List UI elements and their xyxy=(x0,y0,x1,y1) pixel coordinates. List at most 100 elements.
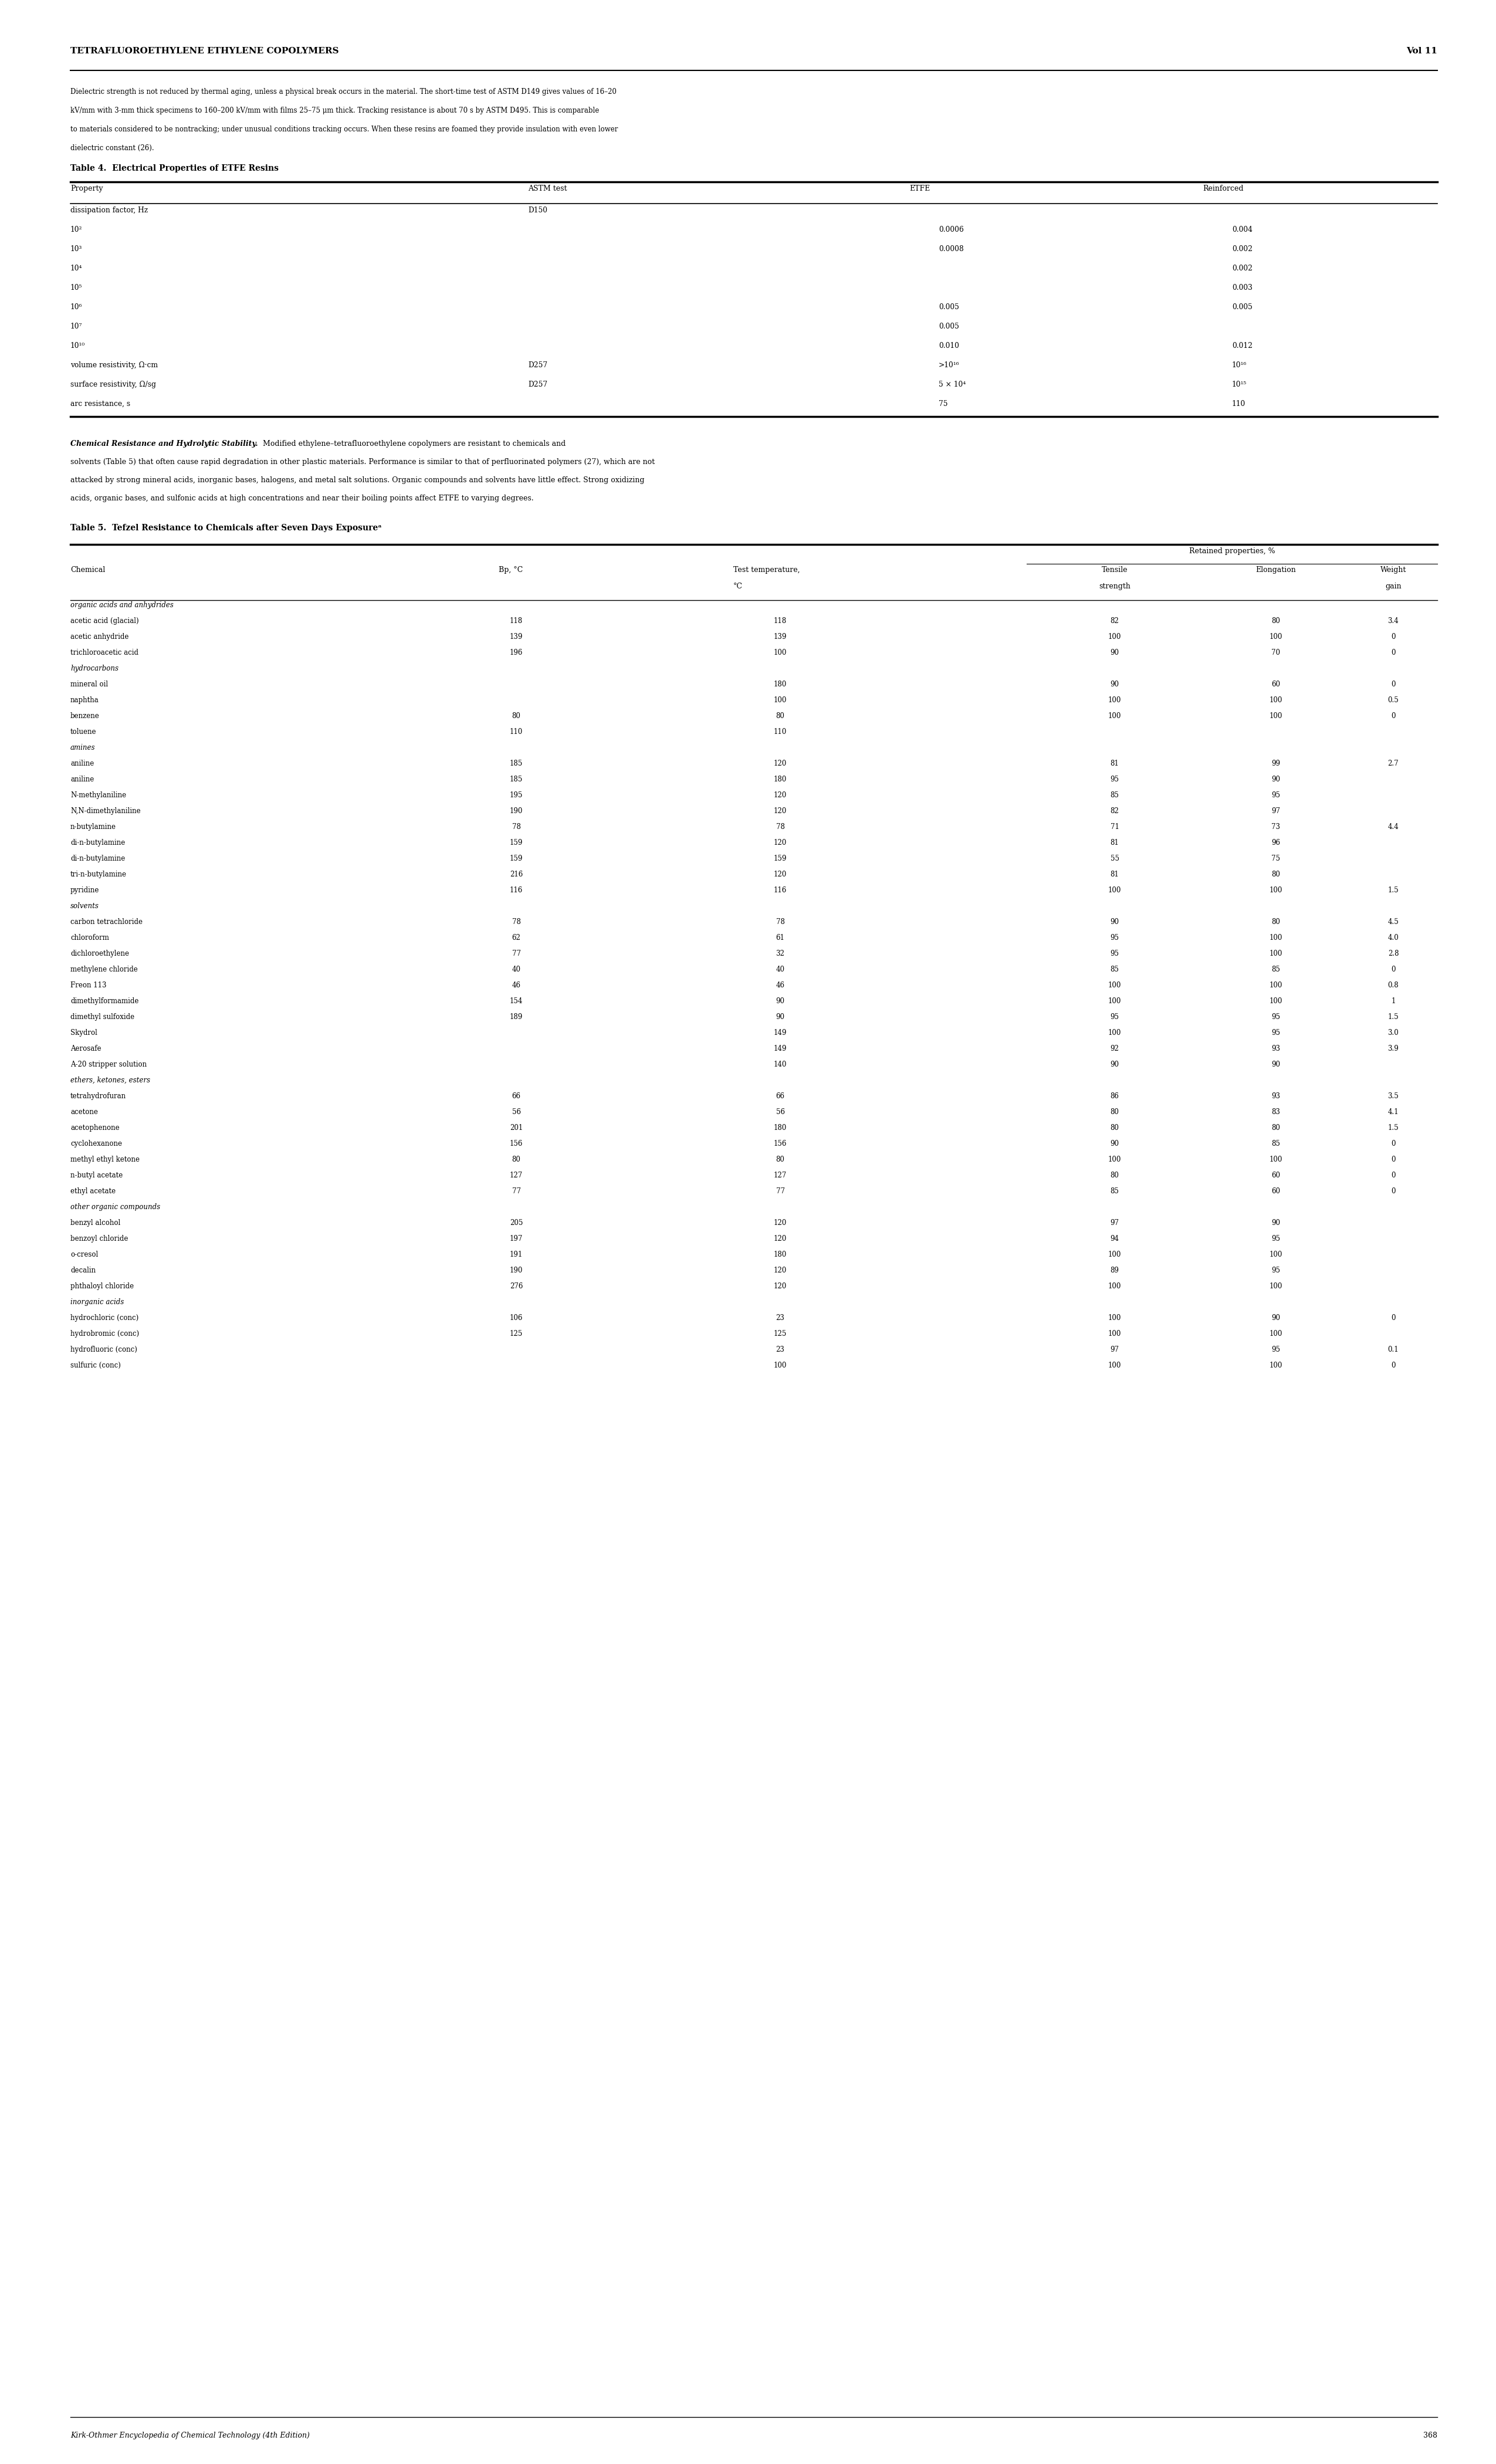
Text: benzyl alcohol: benzyl alcohol xyxy=(70,1220,120,1227)
Text: Retained properties, %: Retained properties, % xyxy=(1189,547,1275,554)
Text: 149: 149 xyxy=(773,1045,787,1052)
Text: o-cresol: o-cresol xyxy=(70,1252,99,1259)
Text: dielectric constant (26).: dielectric constant (26). xyxy=(70,145,154,153)
Text: trichloroacetic acid: trichloroacetic acid xyxy=(70,648,139,655)
Text: 78: 78 xyxy=(512,919,521,926)
Text: 77: 77 xyxy=(512,1188,521,1195)
Text: 75: 75 xyxy=(938,399,948,407)
Text: dimethylformamide: dimethylformamide xyxy=(70,998,139,1005)
Text: 90: 90 xyxy=(1110,919,1119,926)
Text: decalin: decalin xyxy=(70,1266,96,1274)
Text: chloroform: chloroform xyxy=(70,934,109,941)
Text: 0: 0 xyxy=(1391,1188,1396,1195)
Text: 197: 197 xyxy=(510,1234,522,1242)
Text: cyclohexanone: cyclohexanone xyxy=(70,1141,123,1148)
Text: 110: 110 xyxy=(773,727,787,737)
Text: inorganic acids: inorganic acids xyxy=(70,1299,124,1306)
Text: Test temperature,: Test temperature, xyxy=(733,567,800,574)
Text: di-n-butylamine: di-n-butylamine xyxy=(70,838,126,848)
Text: Freon 113: Freon 113 xyxy=(70,981,106,988)
Text: Vol 11: Vol 11 xyxy=(1406,47,1438,54)
Text: 90: 90 xyxy=(1272,1060,1281,1069)
Text: volume resistivity, Ω·cm: volume resistivity, Ω·cm xyxy=(70,362,159,370)
Text: 10¹⁶: 10¹⁶ xyxy=(1233,362,1246,370)
Text: 56: 56 xyxy=(776,1109,785,1116)
Text: 100: 100 xyxy=(1109,981,1121,988)
Text: 139: 139 xyxy=(773,633,787,641)
Text: 80: 80 xyxy=(1272,1124,1281,1131)
Text: 85: 85 xyxy=(1272,1141,1281,1148)
Text: 127: 127 xyxy=(510,1170,522,1180)
Text: 82: 82 xyxy=(1110,616,1119,626)
Text: 92: 92 xyxy=(1110,1045,1119,1052)
Text: to materials considered to be nontracking; under unusual conditions tracking occ: to materials considered to be nontrackin… xyxy=(70,126,618,133)
Text: hydrocarbons: hydrocarbons xyxy=(70,665,118,673)
Text: 0: 0 xyxy=(1391,966,1396,973)
Text: 10⁶: 10⁶ xyxy=(70,303,82,310)
Text: 32: 32 xyxy=(776,949,784,958)
Text: 62: 62 xyxy=(512,934,521,941)
Text: ASTM test: ASTM test xyxy=(528,185,567,192)
Text: 125: 125 xyxy=(510,1331,522,1338)
Text: 83: 83 xyxy=(1272,1109,1281,1116)
Text: 95: 95 xyxy=(1272,1030,1281,1037)
Text: 100: 100 xyxy=(1109,1281,1121,1291)
Text: 180: 180 xyxy=(773,680,787,687)
Text: 71: 71 xyxy=(1110,823,1119,830)
Text: 1: 1 xyxy=(1391,998,1396,1005)
Text: 180: 180 xyxy=(773,1124,787,1131)
Text: 90: 90 xyxy=(776,1013,785,1020)
Text: 2.8: 2.8 xyxy=(1388,949,1399,958)
Text: 100: 100 xyxy=(1270,981,1282,988)
Text: 0.0008: 0.0008 xyxy=(938,246,963,254)
Text: 80: 80 xyxy=(1272,870,1281,877)
Text: 0.0006: 0.0006 xyxy=(938,227,963,234)
Text: 80: 80 xyxy=(1272,616,1281,626)
Text: 3.5: 3.5 xyxy=(1388,1092,1399,1099)
Text: 95: 95 xyxy=(1272,791,1281,798)
Text: D150: D150 xyxy=(528,207,548,214)
Text: 85: 85 xyxy=(1110,1188,1119,1195)
Text: 73: 73 xyxy=(1272,823,1281,830)
Text: ETFE: ETFE xyxy=(910,185,931,192)
Text: 85: 85 xyxy=(1110,791,1119,798)
Text: 120: 120 xyxy=(773,808,787,816)
Text: 100: 100 xyxy=(1109,1313,1121,1321)
Text: 90: 90 xyxy=(1110,680,1119,687)
Text: 100: 100 xyxy=(1109,1363,1121,1370)
Text: 85: 85 xyxy=(1272,966,1281,973)
Text: 60: 60 xyxy=(1272,1188,1281,1195)
Text: 0.004: 0.004 xyxy=(1233,227,1252,234)
Text: 116: 116 xyxy=(510,887,522,894)
Text: 95: 95 xyxy=(1110,949,1119,958)
Text: 368: 368 xyxy=(1423,2432,1438,2439)
Text: 80: 80 xyxy=(1110,1124,1119,1131)
Text: 4.4: 4.4 xyxy=(1388,823,1399,830)
Text: methylene chloride: methylene chloride xyxy=(70,966,138,973)
Text: 100: 100 xyxy=(1109,712,1121,719)
Text: acetophenone: acetophenone xyxy=(70,1124,120,1131)
Text: strength: strength xyxy=(1100,582,1131,591)
Text: 100: 100 xyxy=(773,1363,787,1370)
Text: 90: 90 xyxy=(1110,648,1119,655)
Text: 81: 81 xyxy=(1110,870,1119,877)
Text: phthaloyl chloride: phthaloyl chloride xyxy=(70,1281,133,1291)
Text: 10³: 10³ xyxy=(70,246,82,254)
Text: 97: 97 xyxy=(1110,1220,1119,1227)
Text: other organic compounds: other organic compounds xyxy=(70,1202,160,1210)
Text: 1.5: 1.5 xyxy=(1388,1013,1399,1020)
Text: 180: 180 xyxy=(773,776,787,784)
Text: solvents: solvents xyxy=(70,902,99,909)
Text: tri-n-butylamine: tri-n-butylamine xyxy=(70,870,127,877)
Text: n-butyl acetate: n-butyl acetate xyxy=(70,1170,123,1180)
Text: 100: 100 xyxy=(1109,998,1121,1005)
Text: solvents (Table 5) that often cause rapid degradation in other plastic materials: solvents (Table 5) that often cause rapi… xyxy=(70,458,655,466)
Text: 120: 120 xyxy=(773,870,787,877)
Text: 120: 120 xyxy=(773,1220,787,1227)
Text: 139: 139 xyxy=(510,633,522,641)
Text: 110: 110 xyxy=(510,727,522,737)
Text: >10¹⁶: >10¹⁶ xyxy=(938,362,959,370)
Text: Property: Property xyxy=(70,185,103,192)
Text: 0.002: 0.002 xyxy=(1233,246,1252,254)
Text: 40: 40 xyxy=(512,966,521,973)
